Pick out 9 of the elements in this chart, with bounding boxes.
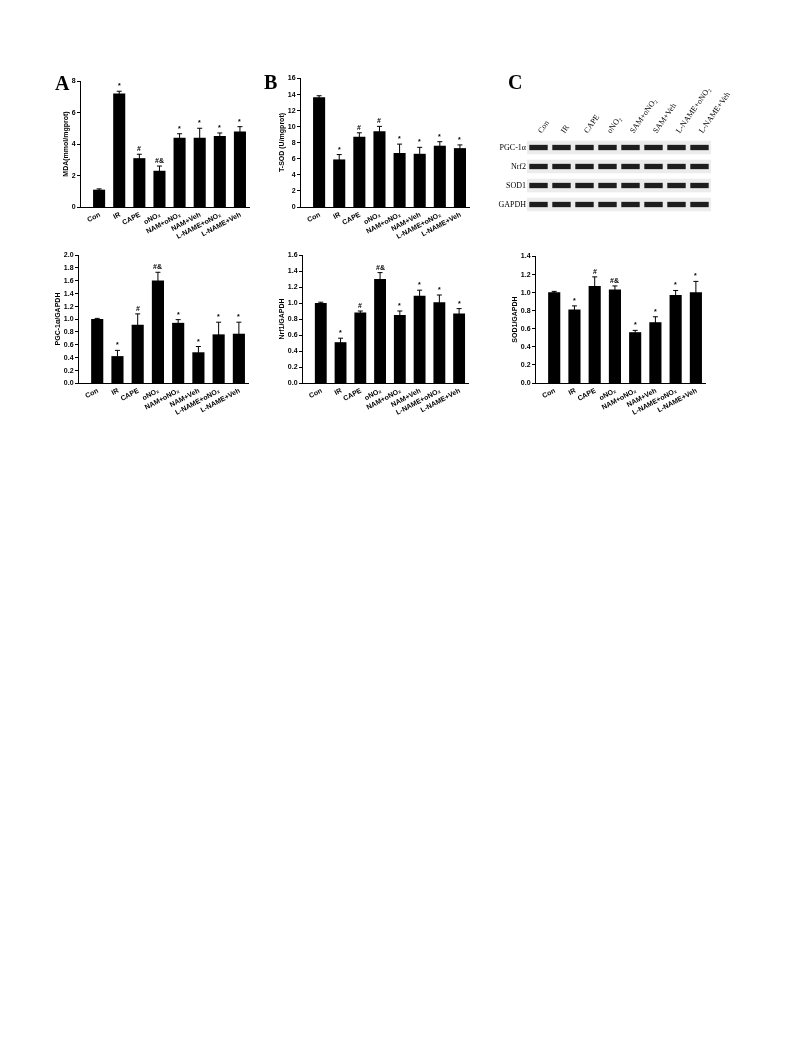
chart-title: B [264, 71, 278, 93]
category-label: Nrf2 [510, 162, 526, 172]
category-label: SOD1 [505, 181, 526, 191]
category-label: IR [559, 122, 572, 135]
category-label: GAPDH [498, 200, 526, 210]
category-label: PGC-1α [499, 143, 526, 153]
text: C [508, 71, 523, 93]
chart-title: A [55, 72, 70, 94]
category-label: Con [536, 118, 552, 135]
